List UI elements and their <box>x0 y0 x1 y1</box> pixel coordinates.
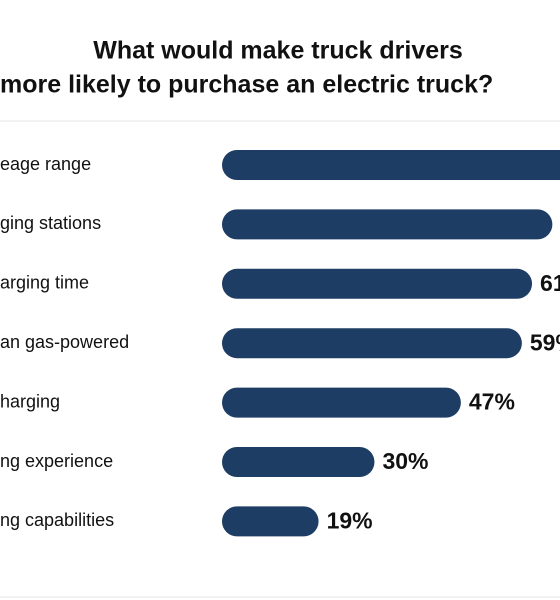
bar <box>222 447 375 477</box>
value-label: 59% <box>530 329 560 355</box>
value-label: 61% <box>540 270 560 296</box>
bar <box>222 328 522 359</box>
bar <box>222 506 319 537</box>
category-label: arging time <box>0 273 89 293</box>
value-label: 19% <box>327 507 373 533</box>
bar <box>222 387 461 418</box>
chart-title: What would make truck drivers <box>93 37 463 65</box>
category-label: eage range <box>0 154 91 174</box>
chart-title: more likely to purchase an electric truc… <box>0 71 493 99</box>
value-label: 47% <box>469 389 515 415</box>
value-label: 30% <box>382 448 428 474</box>
category-label: an gas-powered <box>0 332 129 352</box>
bar <box>222 209 553 240</box>
bar <box>222 150 560 180</box>
category-label: ging stations <box>0 213 101 233</box>
bar <box>222 268 533 299</box>
category-label: harging <box>0 391 60 411</box>
category-label: ng experience <box>0 451 113 471</box>
category-label: ng capabilities <box>0 510 114 530</box>
